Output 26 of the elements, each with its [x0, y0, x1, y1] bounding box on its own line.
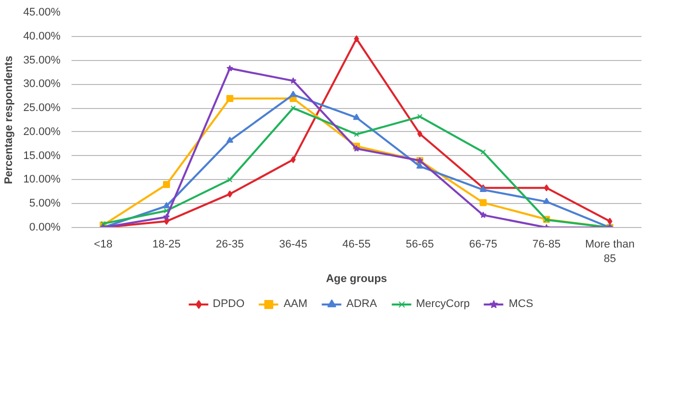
legend-label: AAM	[284, 298, 308, 310]
y-tick-label: 25.00%	[23, 102, 61, 114]
x-tick-label: 56-65	[406, 238, 434, 250]
legend-label: MCS	[508, 298, 534, 310]
y-tick-label: 5.00%	[29, 198, 61, 210]
x-tick-label: 46-55	[342, 238, 371, 250]
x-axis-title: Age groups	[326, 272, 388, 285]
x-tick-label: 26-35	[216, 238, 244, 250]
y-tick-label: 40.00%	[23, 30, 61, 42]
y-tick-label: 15.00%	[23, 150, 61, 162]
x-tick-label: 36-45	[279, 238, 308, 250]
x-tick-label: 76-85	[532, 238, 561, 250]
x-tick-label: 66-75	[469, 238, 498, 250]
y-tick-label: 30.00%	[23, 78, 61, 90]
x-tick-label: 18-25	[152, 238, 181, 250]
x-tick-label: More than 85	[585, 238, 635, 265]
legend-label: MercyCorp	[416, 298, 470, 310]
y-tick-label: 0.00%	[29, 222, 61, 234]
y-tick-label: 45.00%	[23, 6, 61, 18]
y-tick-label: 10.00%	[23, 174, 61, 186]
y-tick-label: 20.00%	[23, 126, 61, 138]
legend-label: ADRA	[346, 298, 377, 310]
x-tick-label: <18	[94, 238, 113, 250]
legend-label: DPDO	[212, 298, 245, 310]
y-axis-title: Percentage respondents	[3, 56, 16, 184]
y-tick-label: 35.00%	[23, 54, 61, 66]
